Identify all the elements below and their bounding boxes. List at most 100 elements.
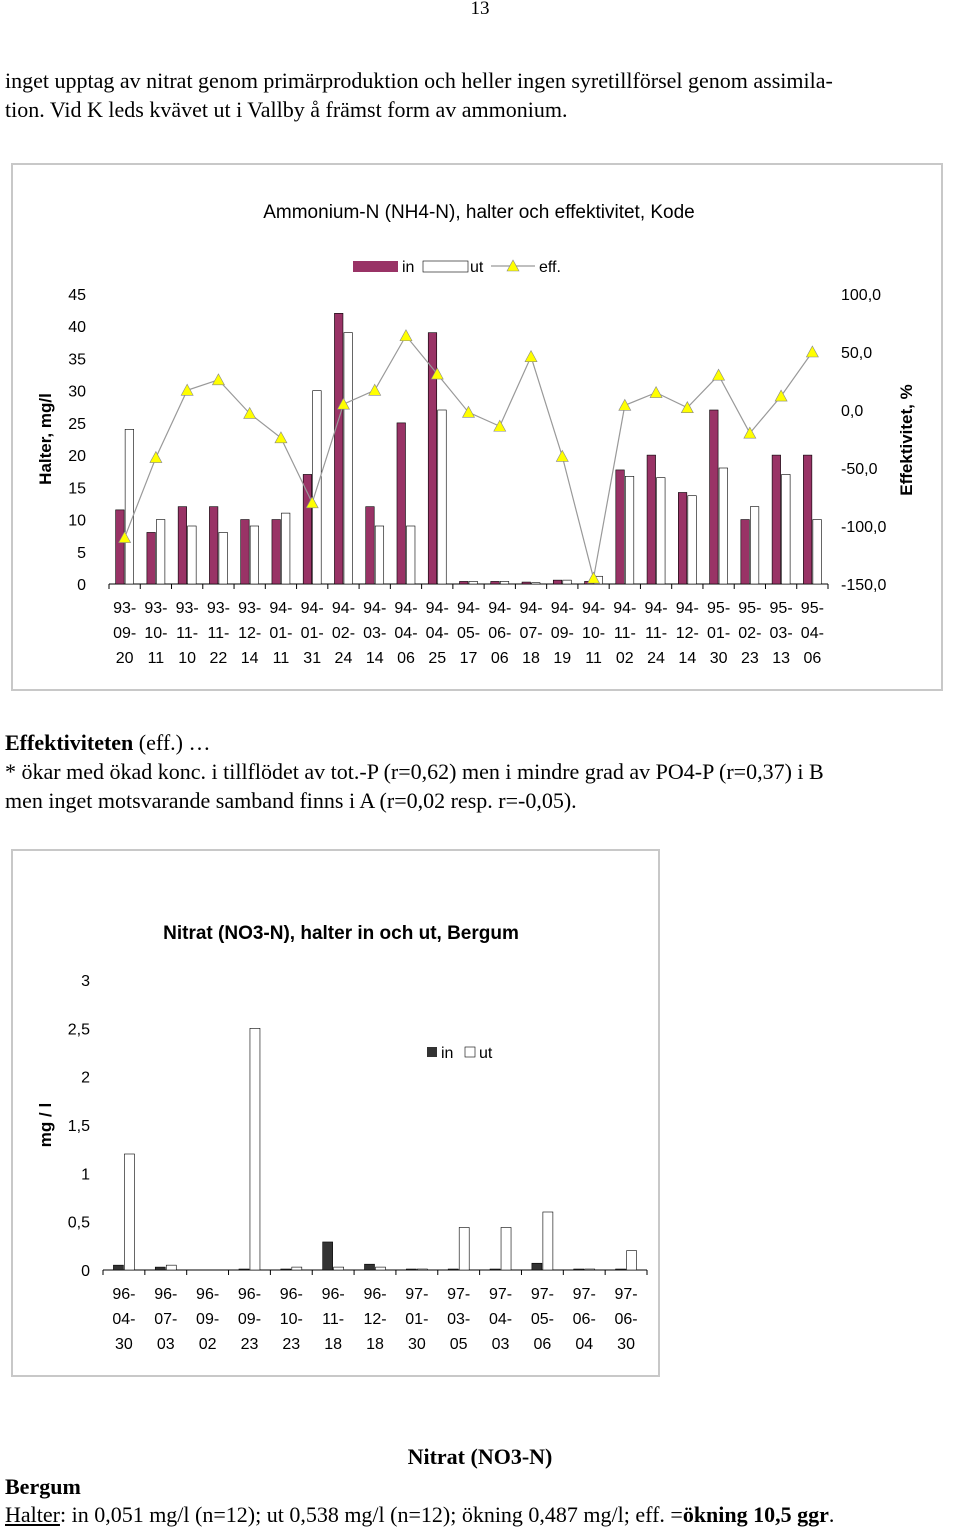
x-tick-label: 94- (645, 600, 668, 617)
x-tick-label: 30 (617, 1336, 635, 1353)
bar-in (427, 332, 438, 585)
eff-marker (118, 530, 132, 543)
x-tick-label: 94- (426, 600, 449, 617)
eff-marker (461, 405, 476, 418)
bar-ut (531, 582, 541, 585)
y-tick-label: 25 (68, 416, 86, 433)
legend-eff-marker (506, 259, 520, 272)
y2-axis-title: Effektivitet, % (897, 384, 916, 495)
x-tick-label: 12- (676, 625, 699, 642)
eff-marker (274, 431, 288, 444)
y-tick-label: 0 (77, 577, 86, 594)
eff-marker (149, 450, 163, 463)
bar-ut (333, 1266, 344, 1271)
eff-marker (493, 419, 507, 432)
x-tick-label: 10- (280, 1311, 303, 1328)
x-tick-label: 94- (582, 600, 605, 617)
y2-tick-label: 100,0 (841, 287, 881, 304)
nitrate-section-title: Nitrat (NO3-N) (407, 1444, 553, 1469)
x-tick-label: 11- (614, 625, 636, 642)
bar-in (334, 313, 344, 585)
x-tick-label: 96- (196, 1286, 219, 1303)
x-tick-label: 24 (335, 650, 353, 667)
eff-marker (774, 389, 788, 402)
halter-end: . (828, 1502, 835, 1527)
legend-in-label: in (441, 1045, 453, 1062)
x-tick-label: 94- (394, 600, 417, 617)
bar-in (154, 1266, 166, 1271)
bar-ut (124, 1153, 135, 1271)
x-tick-label: 93- (238, 600, 261, 617)
x-tick-label: 10- (144, 625, 167, 642)
bar-ut (165, 1264, 177, 1271)
bar-ut (584, 1268, 596, 1271)
bar-in (364, 1263, 375, 1271)
halter-text: : in 0,051 mg/l (n=12); ut 0,538 mg/l (n… (59, 1502, 683, 1527)
x-tick-label: 96- (322, 1286, 345, 1303)
x-tick-label: 03- (770, 625, 793, 642)
bar-in (531, 1262, 543, 1271)
legend-eff-label: eff. (539, 259, 561, 276)
bar-in (490, 581, 500, 585)
x-tick-label: 06- (573, 1311, 596, 1328)
bar-in (240, 519, 250, 585)
x-tick-label: 05- (531, 1311, 554, 1328)
x-tick-label: 19 (553, 650, 571, 667)
eff-line (124, 334, 813, 579)
x-tick-label: 02 (616, 650, 634, 667)
x-tick-label: 23 (282, 1336, 300, 1353)
bar-in (146, 532, 156, 585)
x-tick-label: 96- (238, 1286, 261, 1303)
x-tick-label: 93- (144, 600, 167, 617)
x-tick-label: 03- (363, 625, 386, 642)
intro-line-1: inget upptag av nitrat genom primärprodu… (5, 68, 833, 93)
x-tick-label: 09- (551, 625, 574, 642)
eff-marker (805, 345, 819, 358)
x-tick-label: 30 (115, 1336, 133, 1353)
bar-ut (656, 477, 666, 585)
x-tick-label: 96- (112, 1286, 135, 1303)
x-tick-label: 97- (615, 1286, 638, 1303)
x-tick-label: 02- (332, 625, 355, 642)
intro-line-2: tion. Vid K leds kvävet ut i Vallby å fr… (5, 97, 568, 122)
x-tick-label: 11- (176, 625, 198, 642)
bar-in (459, 581, 469, 585)
x-tick-label: 94- (269, 600, 292, 617)
bar-ut (718, 467, 728, 585)
x-tick-label: 94- (676, 600, 699, 617)
y-tick-label: 30 (68, 384, 86, 401)
x-tick-label: 23 (741, 650, 759, 667)
x-tick-label: 09- (238, 1311, 261, 1328)
eff-marker (743, 426, 757, 439)
bar-in (115, 509, 125, 585)
x-tick-label: 93- (113, 600, 136, 617)
bar-in (177, 506, 187, 585)
bar-in (280, 1268, 292, 1271)
bar-ut (499, 581, 510, 585)
eff-marker (587, 571, 601, 584)
x-tick-label: 04 (575, 1336, 593, 1353)
bar-in (615, 1268, 626, 1271)
nitrate-chart: Nitrat (NO3-N), halter in och ut, Bergum… (36, 923, 648, 1353)
bar-ut (406, 525, 416, 585)
x-tick-label: 23 (241, 1336, 259, 1353)
y-tick-label: 20 (68, 448, 86, 465)
x-tick-label: 06 (491, 650, 509, 667)
x-tick-label: 05 (450, 1336, 468, 1353)
x-tick-label: 04- (394, 625, 417, 642)
bar-in (521, 581, 531, 585)
eff-marker (368, 383, 382, 396)
x-tick-label: 04- (489, 1311, 512, 1328)
x-tick-label: 94- (551, 600, 574, 617)
site-name: Bergum (5, 1474, 81, 1499)
bar-ut (374, 525, 385, 585)
bar-ut (437, 409, 447, 585)
bar-in (271, 519, 281, 585)
x-tick-label: 94- (519, 600, 542, 617)
bar-in (447, 1268, 459, 1271)
bar-ut (781, 474, 791, 585)
y-tick-label: 10 (68, 513, 86, 530)
x-tick-label: 13 (772, 650, 790, 667)
x-tick-label: 95- (801, 600, 824, 617)
effect-line-1: * ökar med ökad konc. i tillflödet av to… (5, 759, 824, 784)
